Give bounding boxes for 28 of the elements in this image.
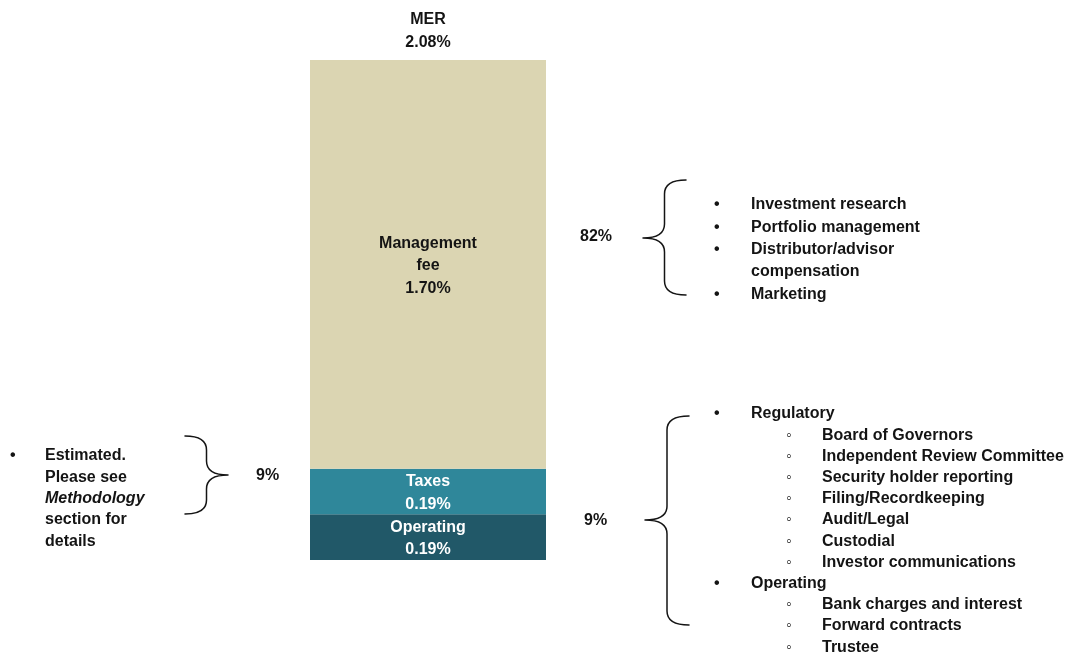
total-label: 2.08% <box>405 32 451 50</box>
text: ◦ Bank charges and interest <box>786 595 1023 613</box>
text: 82% <box>580 226 613 247</box>
text: 9% <box>584 510 608 531</box>
text: ◦ Board of Governors <box>786 425 974 443</box>
series-label: Operating <box>390 517 466 535</box>
text: ◦ Investor communications <box>786 552 1016 570</box>
text: ◦ Independent Review Committee <box>786 446 1064 464</box>
text: 9% <box>256 465 280 486</box>
text: • Estimated. Please see Methodology section for details <box>10 446 145 549</box>
text: ◦ Trustee <box>786 637 879 655</box>
data-label: 0.19% <box>405 539 451 557</box>
text: • Portfolio management <box>714 217 920 235</box>
series-label: Management fee <box>379 233 478 273</box>
data-label: 1.70% <box>405 278 451 296</box>
series-label: Taxes <box>405 471 451 489</box>
text: • Investment research <box>714 195 907 213</box>
data-label: 0.19% <box>405 494 451 512</box>
text: ◦ Filing/Recordkeeping <box>786 489 985 507</box>
chart-title: MER <box>410 9 447 27</box>
text: ◦ Security holder reporting <box>786 467 1014 485</box>
text: • Distributor/advisor compensation <box>714 240 895 279</box>
text: • Regulatory <box>714 404 835 422</box>
text: • Operating <box>714 573 827 591</box>
text: ◦ Custodial <box>786 531 895 549</box>
text: ◦ Audit/Legal <box>786 510 910 528</box>
text: • Marketing <box>714 284 827 302</box>
text: ◦ Forward contracts <box>786 616 962 634</box>
